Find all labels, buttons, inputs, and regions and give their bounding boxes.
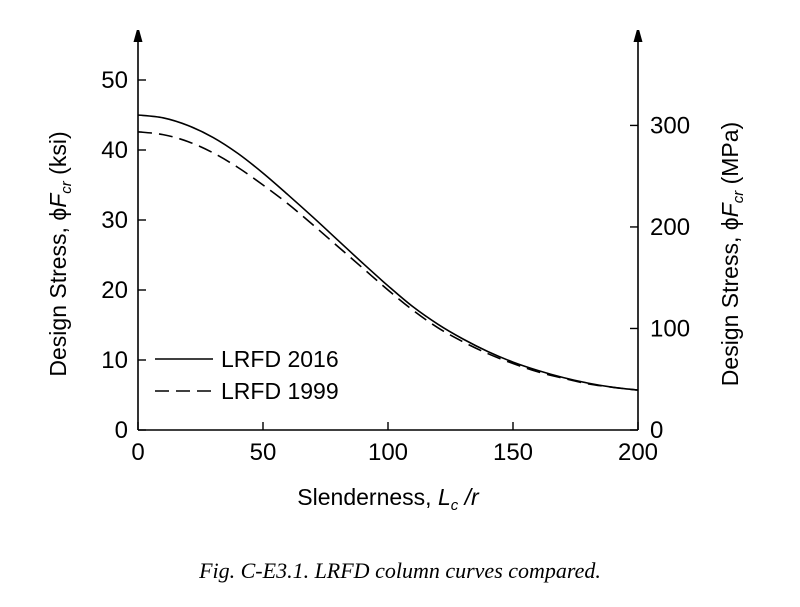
y-left-tick-label: 10 (101, 347, 128, 374)
y-left-title-prefix: Design Stress, (45, 221, 71, 377)
legend-label-lrfd-1999: LRFD 1999 (221, 378, 339, 404)
y-right-title-sub: cr (730, 190, 747, 204)
y-right-title-phi: ϕ (717, 217, 743, 230)
y-left-title-suffix: (ksi) (45, 131, 71, 181)
y-right-tick-label: 200 (650, 214, 690, 241)
x-title-prefix: Slenderness, (297, 484, 438, 510)
legend: LRFD 2016 LRFD 1999 (155, 346, 339, 404)
x-title-sub: c (451, 497, 459, 514)
x-tick-label: 200 (618, 439, 658, 466)
series-line-lrfd-1999 (137, 131, 639, 391)
legend-label-lrfd-2016: LRFD 2016 (221, 346, 339, 372)
x-axis-title: Slenderness, Lc /r (297, 484, 480, 514)
x-title-suffix: /r (458, 484, 480, 510)
y-right-tick-label: 100 (650, 315, 690, 342)
series-line-lrfd-2016 (137, 114, 639, 391)
x-tick-label: 100 (368, 439, 408, 466)
y-right-title-suffix: (MPa) (717, 122, 743, 191)
y-left-title-var: F (45, 192, 71, 208)
y-left-tick-label: 20 (101, 277, 128, 304)
y-left-title-sub: cr (58, 180, 75, 194)
y-left-tick-label: 40 (101, 137, 128, 164)
y-right-title-prefix: Design Stress, (717, 230, 743, 386)
axes (138, 42, 638, 431)
y-axis-title-right: Design Stress, ϕFcr (MPa) (717, 122, 747, 386)
series-layer (137, 114, 639, 391)
figure-caption: Fig. C-E3.1. LRFD column curves compared… (199, 558, 601, 583)
y-left-tick-label: 50 (101, 67, 128, 94)
y-right-tick-label: 0 (650, 417, 663, 444)
x-tick-label: 150 (493, 439, 533, 466)
y-left-title-phi: ϕ (45, 208, 71, 221)
y-right-title-var: F (717, 201, 743, 217)
x-title-var: L (438, 484, 451, 510)
y-left-tick-label: 30 (101, 207, 128, 234)
y-right-tick-label: 300 (650, 112, 690, 139)
y-axis-title-left: Design Stress, ϕFcr (ksi) (45, 131, 75, 376)
y-left-tick-label: 0 (115, 417, 128, 444)
x-tick-label: 0 (131, 439, 144, 466)
x-tick-label: 50 (250, 439, 277, 466)
